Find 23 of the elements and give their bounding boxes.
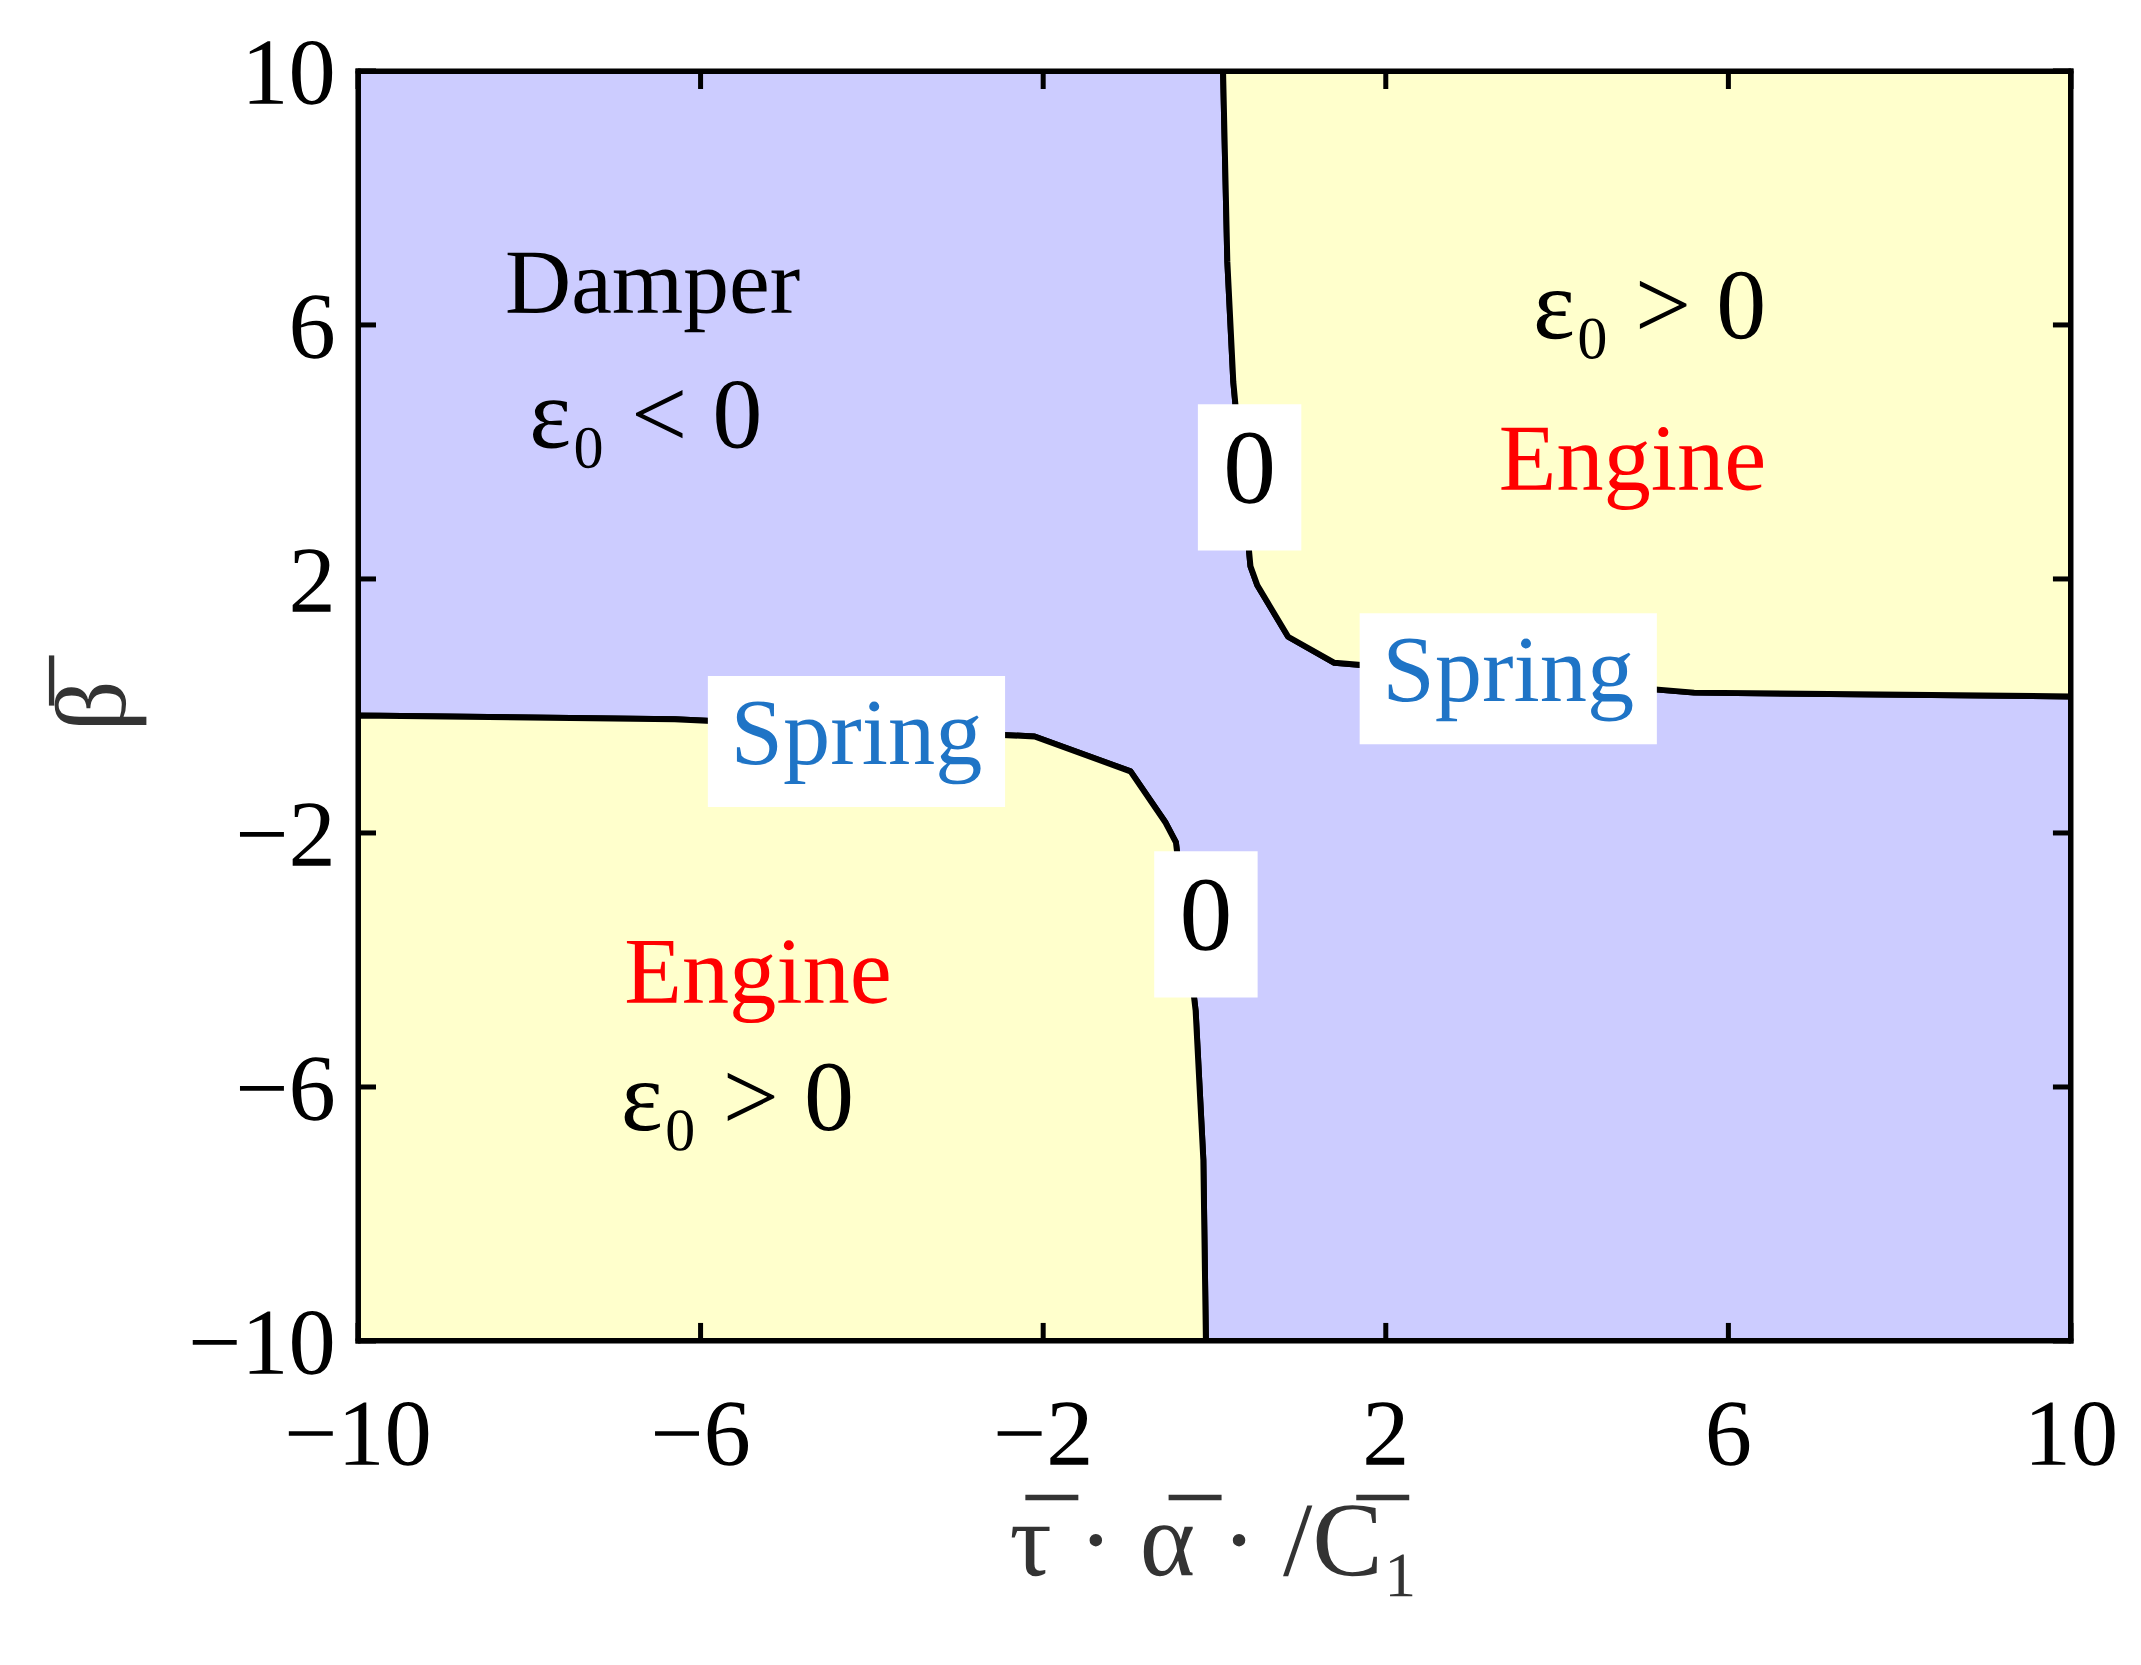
x-tick-label: 6 <box>1708 1402 1750 1466</box>
annotation: Damper <box>507 252 800 333</box>
y-tick-label: −10 <box>192 1310 333 1375</box>
annotation: Engine <box>1501 427 1763 511</box>
annotation: Spring <box>1388 638 1633 722</box>
annotation: ε₀ > 0 <box>624 1063 851 1151</box>
annotation: ε₀ > 0 <box>1536 271 1763 359</box>
x-tick-label: 10 <box>2032 1402 2115 1466</box>
annotation: ε₀ < 0 <box>533 380 759 469</box>
x-tick-label: −6 <box>655 1402 749 1466</box>
y-tick-label: −2 <box>239 803 331 866</box>
y-tick-label: 2 <box>292 549 331 612</box>
annotation: 0 <box>1183 879 1229 951</box>
annotation: 0 <box>1227 432 1272 504</box>
x-tick-label: −2 <box>997 1402 1089 1465</box>
y-tick-label: −6 <box>239 1057 333 1121</box>
y-axis-title: β̅ <box>48 655 147 725</box>
annotation: Engine <box>626 940 889 1024</box>
y-tick-label: 10 <box>249 40 333 105</box>
x-axis-title: τ̅ · α̅ · /C̅₁ <box>1011 1494 1413 1597</box>
x-tick-label: 2 <box>1366 1402 1405 1465</box>
annotation: Spring <box>736 701 981 785</box>
y-tick-label: 6 <box>292 295 333 359</box>
